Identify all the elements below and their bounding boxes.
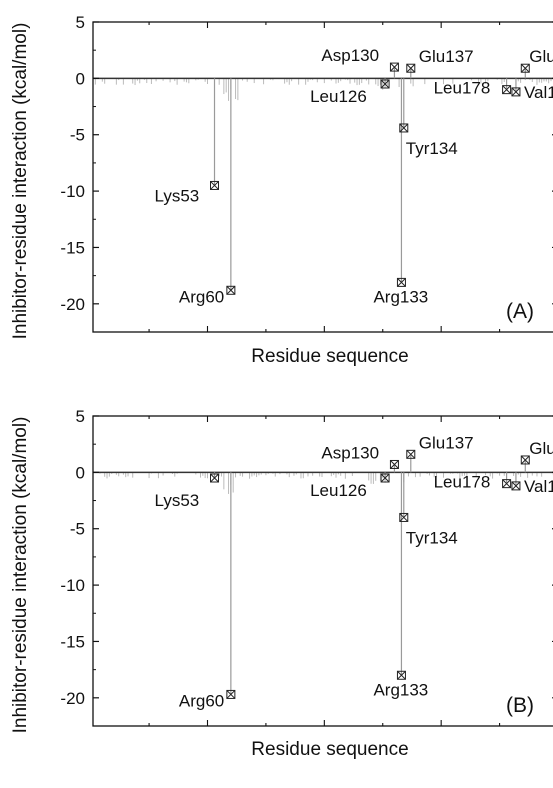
y-tick-label: -5 [70,520,85,539]
x-axis-label: Residue sequence [251,739,408,760]
residue-label-arg60: Arg60 [179,287,224,306]
residue-marker-leu126 [380,473,390,483]
residue-marker-glu137 [406,449,416,459]
y-tick-label: -10 [60,182,85,201]
residue-label-leu178: Leu178 [434,79,491,98]
chart-panel-a: Lys53 Arg60 Leu126 Asp130 Arg133 Tyr134 Glu137… [10,13,553,367]
residue-label-glu186: Glu186 [529,439,553,458]
residue-marker-lys53 [210,473,220,483]
plot-frame [92,21,553,333]
residue-label-arg133: Arg133 [373,680,428,699]
y-tick-label: -5 [70,126,85,145]
residue-label-lys53: Lys53 [155,491,200,510]
y-axis-label: Inhibitor-residue interaction (kcal/mol) [10,417,31,734]
residue-label-leu178: Leu178 [434,473,491,492]
residue-marker-arg60 [226,689,236,699]
y-tick-label: -10 [60,576,85,595]
residue-marker-glu186 [520,455,530,465]
y-tick-label: -15 [60,238,85,257]
residue-marker-leu126 [380,79,390,89]
panel-label: (A) [506,300,534,323]
residue-label-asp130: Asp130 [321,46,379,65]
residue-label-arg133: Arg133 [373,287,428,306]
residue-marker-glu137 [406,63,416,73]
residue-label-tyr134: Tyr134 [406,528,458,547]
y-tick-label: -20 [60,295,85,314]
y-tick-label: -20 [60,689,85,708]
x-axis-label: Residue sequence [251,346,408,367]
residue-label-glu137: Glu137 [419,433,474,452]
residue-label-tyr134: Tyr134 [406,139,458,158]
residue-label-leu126: Leu126 [310,87,367,106]
y-tick-label: -15 [60,632,85,651]
residue-label-asp130: Asp130 [321,443,379,462]
residue-marker-val182 [511,481,521,491]
residue-marker-val182 [511,87,521,97]
y-tick-label: 0 [76,463,85,482]
residue-label-arg60: Arg60 [179,691,224,710]
panel-label: (B) [506,694,534,717]
residue-marker-asp130 [389,62,399,72]
y-tick-label: 5 [76,13,85,32]
residue-marker-arg133 [396,670,406,680]
residue-label-lys53: Lys53 [155,186,200,205]
residue-label-glu137: Glu137 [419,47,474,66]
residue-label-val182: Val182 [524,83,553,102]
residue-label-val182: Val182 [524,477,553,496]
residue-marker-tyr134 [399,512,409,522]
residue-marker-glu186 [520,63,530,73]
plot-frame [92,415,553,727]
y-axis-label: Inhibitor-residue interaction (kcal/mol) [10,23,31,340]
residue-label-glu186: Glu186 [529,47,553,66]
background-bars [92,78,553,101]
residue-marker-arg133 [396,277,406,287]
residue-marker-leu178 [502,479,512,489]
residue-label-leu126: Leu126 [310,481,367,500]
residue-marker-asp130 [389,459,399,469]
y-tick-label: 0 [76,69,85,88]
residue-marker-arg60 [226,285,236,295]
chart-panel-b: Lys53 Arg60 Leu126 Asp130 Arg133 Tyr134 Glu137… [10,407,553,760]
residue-marker-tyr134 [399,123,409,133]
residue-marker-lys53 [210,180,220,190]
residue-marker-leu178 [502,85,512,95]
y-tick-label: 5 [76,407,85,426]
